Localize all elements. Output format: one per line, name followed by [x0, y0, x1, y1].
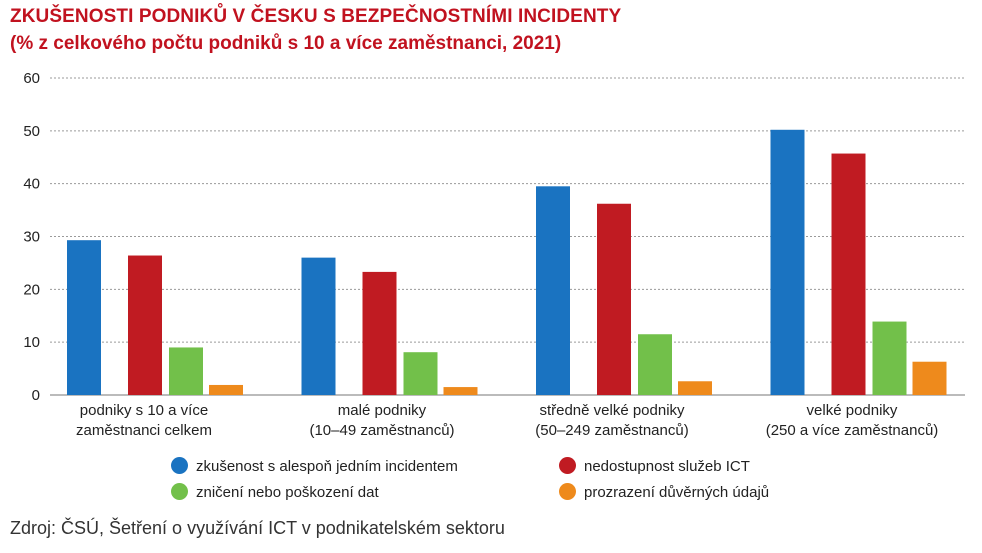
bar [597, 203, 631, 395]
bar [678, 381, 712, 395]
bar [831, 153, 866, 395]
bar [209, 384, 243, 395]
bar [67, 240, 101, 395]
bar [536, 186, 570, 395]
bar [169, 347, 203, 395]
legend-item: nedostupnost služeb ICT [559, 457, 750, 477]
bar [128, 255, 162, 395]
y-tick-label: 40 [23, 176, 40, 193]
x-category-label-line: zaměstnanci celkem [76, 422, 212, 439]
y-tick-label: 60 [23, 70, 40, 87]
legend-label: zkušenost s alespoň jedním incidentem [196, 458, 458, 475]
x-category-label: středně velké podniky (50–249 zaměstnanců… [492, 401, 732, 441]
bar-chart: 0 10 20 30 40 50 60 [23, 70, 965, 400]
bar [403, 352, 438, 395]
legend-swatch [171, 483, 188, 500]
legend-swatch [559, 457, 576, 474]
legend-label: prozrazení důvěrných údajů [584, 484, 770, 501]
legend-swatch [559, 483, 576, 500]
legend-item: zničení nebo poškození dat [171, 483, 379, 503]
y-tick-label: 0 [32, 387, 40, 400]
y-tick-label: 30 [23, 229, 40, 246]
x-category-label: malé podniky (10–49 zaměstnanců) [262, 401, 502, 441]
bar [872, 321, 907, 395]
y-axis: 0 10 20 30 40 50 60 [23, 70, 40, 400]
x-category-label-line: (250 a více zaměstnanců) [765, 422, 939, 439]
x-category-label-line: velké podniky [806, 402, 898, 419]
legend-label: zničení nebo poškození dat [196, 484, 379, 501]
bars [67, 129, 947, 395]
legend-item: prozrazení důvěrných údajů [559, 483, 769, 503]
bar [912, 361, 947, 395]
x-category-label-line: (50–249 zaměstnanců) [535, 422, 689, 439]
legend-item: zkušenost s alespoň jedním incidentem [171, 457, 458, 477]
chart-subtitle: (% z celkového počtu podniků s 10 a více… [10, 33, 562, 54]
gridlines [50, 77, 965, 396]
x-category-label-line: malé podniky [337, 402, 427, 419]
x-category-label-line: středně velké podniky [539, 402, 685, 419]
y-tick-label: 20 [23, 281, 40, 298]
x-category-label-line: podniky s 10 a více [79, 402, 209, 419]
x-category-label: podniky s 10 a více zaměstnanci celkem [24, 401, 264, 441]
x-category-label-line: (10–49 zaměstnanců) [309, 422, 455, 439]
y-tick-label: 10 [23, 334, 40, 351]
chart-title: ZKUŠENOSTI PODNIKŮ V ČESKU S BEZPEČNOSTN… [10, 6, 622, 27]
bar [443, 387, 478, 395]
x-category-label: velké podniky (250 a více zaměstnanců) [732, 401, 972, 441]
bar [301, 257, 336, 395]
legend-label: nedostupnost služeb ICT [584, 458, 750, 475]
source-note: Zdroj: ČSÚ, Šetření o využívání ICT v po… [10, 518, 505, 538]
legend-swatch [171, 457, 188, 474]
bar [638, 334, 672, 395]
y-tick-label: 50 [23, 123, 40, 140]
bar [770, 129, 805, 395]
bar [362, 271, 397, 395]
